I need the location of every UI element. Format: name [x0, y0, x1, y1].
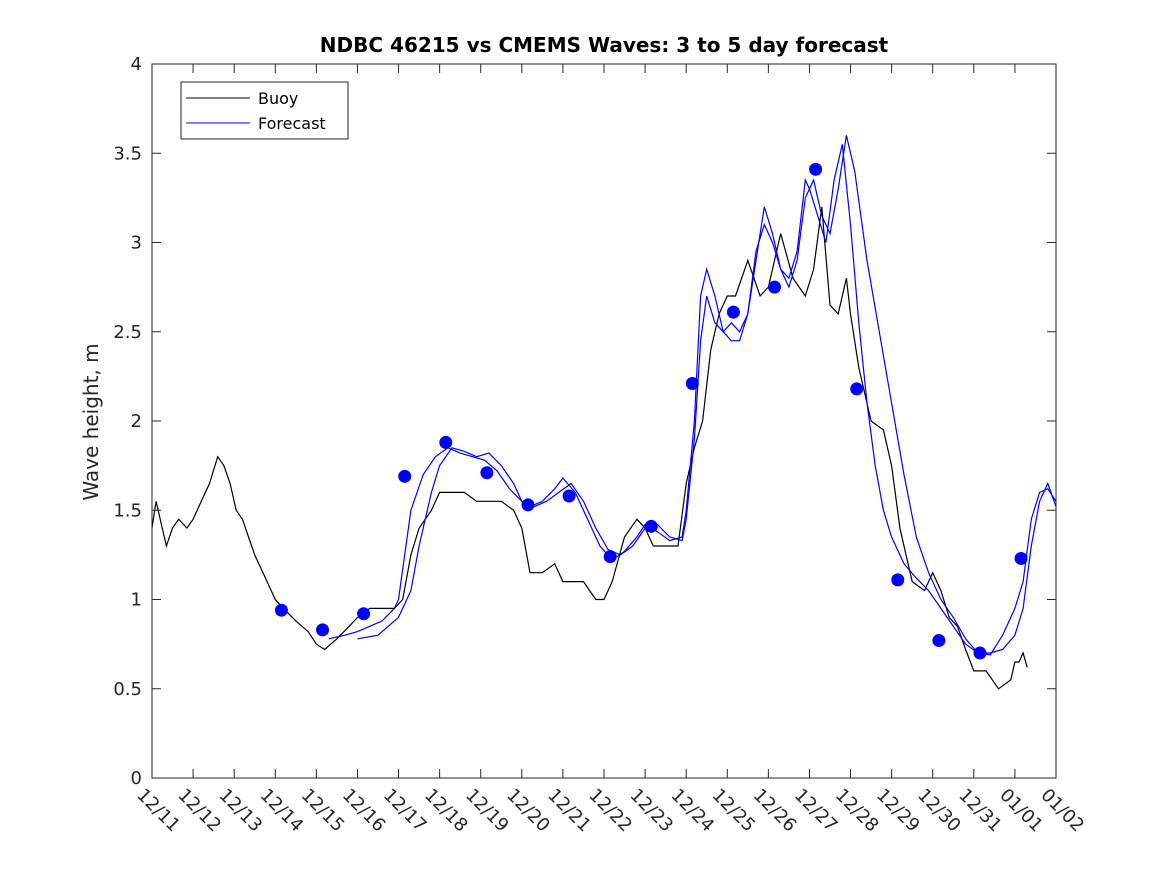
series-group [151, 135, 1057, 690]
forecast-marker [480, 466, 494, 480]
forecast-marker [726, 305, 740, 319]
forecast-marker [562, 489, 576, 503]
legend-label-buoy: Buoy [258, 89, 298, 108]
forecast-marker [274, 603, 288, 617]
y-tick-label: 2 [131, 411, 142, 432]
y-tick-label: 0 [131, 768, 142, 789]
y-tick-label: 3.5 [113, 143, 142, 164]
forecast-marker [357, 607, 371, 621]
series-line-buoy [151, 206, 1028, 690]
forecast-marker [685, 377, 699, 391]
series-line-forecast [357, 144, 1057, 654]
series-line-forecast [328, 135, 1057, 656]
forecast-marker [768, 280, 782, 294]
y-tick-label: 1.5 [113, 500, 142, 521]
y-axis-label: Wave height, m [79, 343, 103, 500]
y-tick-label: 2.5 [113, 322, 142, 343]
forecast-marker [1014, 551, 1028, 565]
y-tick-label: 4 [131, 54, 142, 75]
legend: Buoy Forecast [180, 81, 349, 140]
forecast-marker [973, 646, 987, 660]
forecast-marker [809, 162, 823, 176]
forecast-marker [316, 623, 330, 637]
y-tick-label: 1 [131, 590, 142, 611]
forecast-marker [850, 382, 864, 396]
forecast-marker [398, 469, 412, 483]
plot-area [152, 64, 1056, 778]
forecast-marker [439, 435, 453, 449]
forecast-marker [891, 573, 905, 587]
forecast-marker [603, 550, 617, 564]
y-tick-label: 0.5 [113, 679, 142, 700]
forecast-marker [644, 519, 658, 533]
marker-group [274, 162, 1028, 660]
plot-frame [151, 63, 1057, 779]
legend-box [180, 81, 349, 140]
legend-label-forecast: Forecast [258, 114, 326, 133]
forecast-marker [932, 634, 946, 648]
forecast-marker [521, 498, 535, 512]
y-tick-label: 3 [131, 233, 142, 254]
chart-title: NDBC 46215 vs CMEMS Waves: 3 to 5 day fo… [320, 33, 889, 57]
